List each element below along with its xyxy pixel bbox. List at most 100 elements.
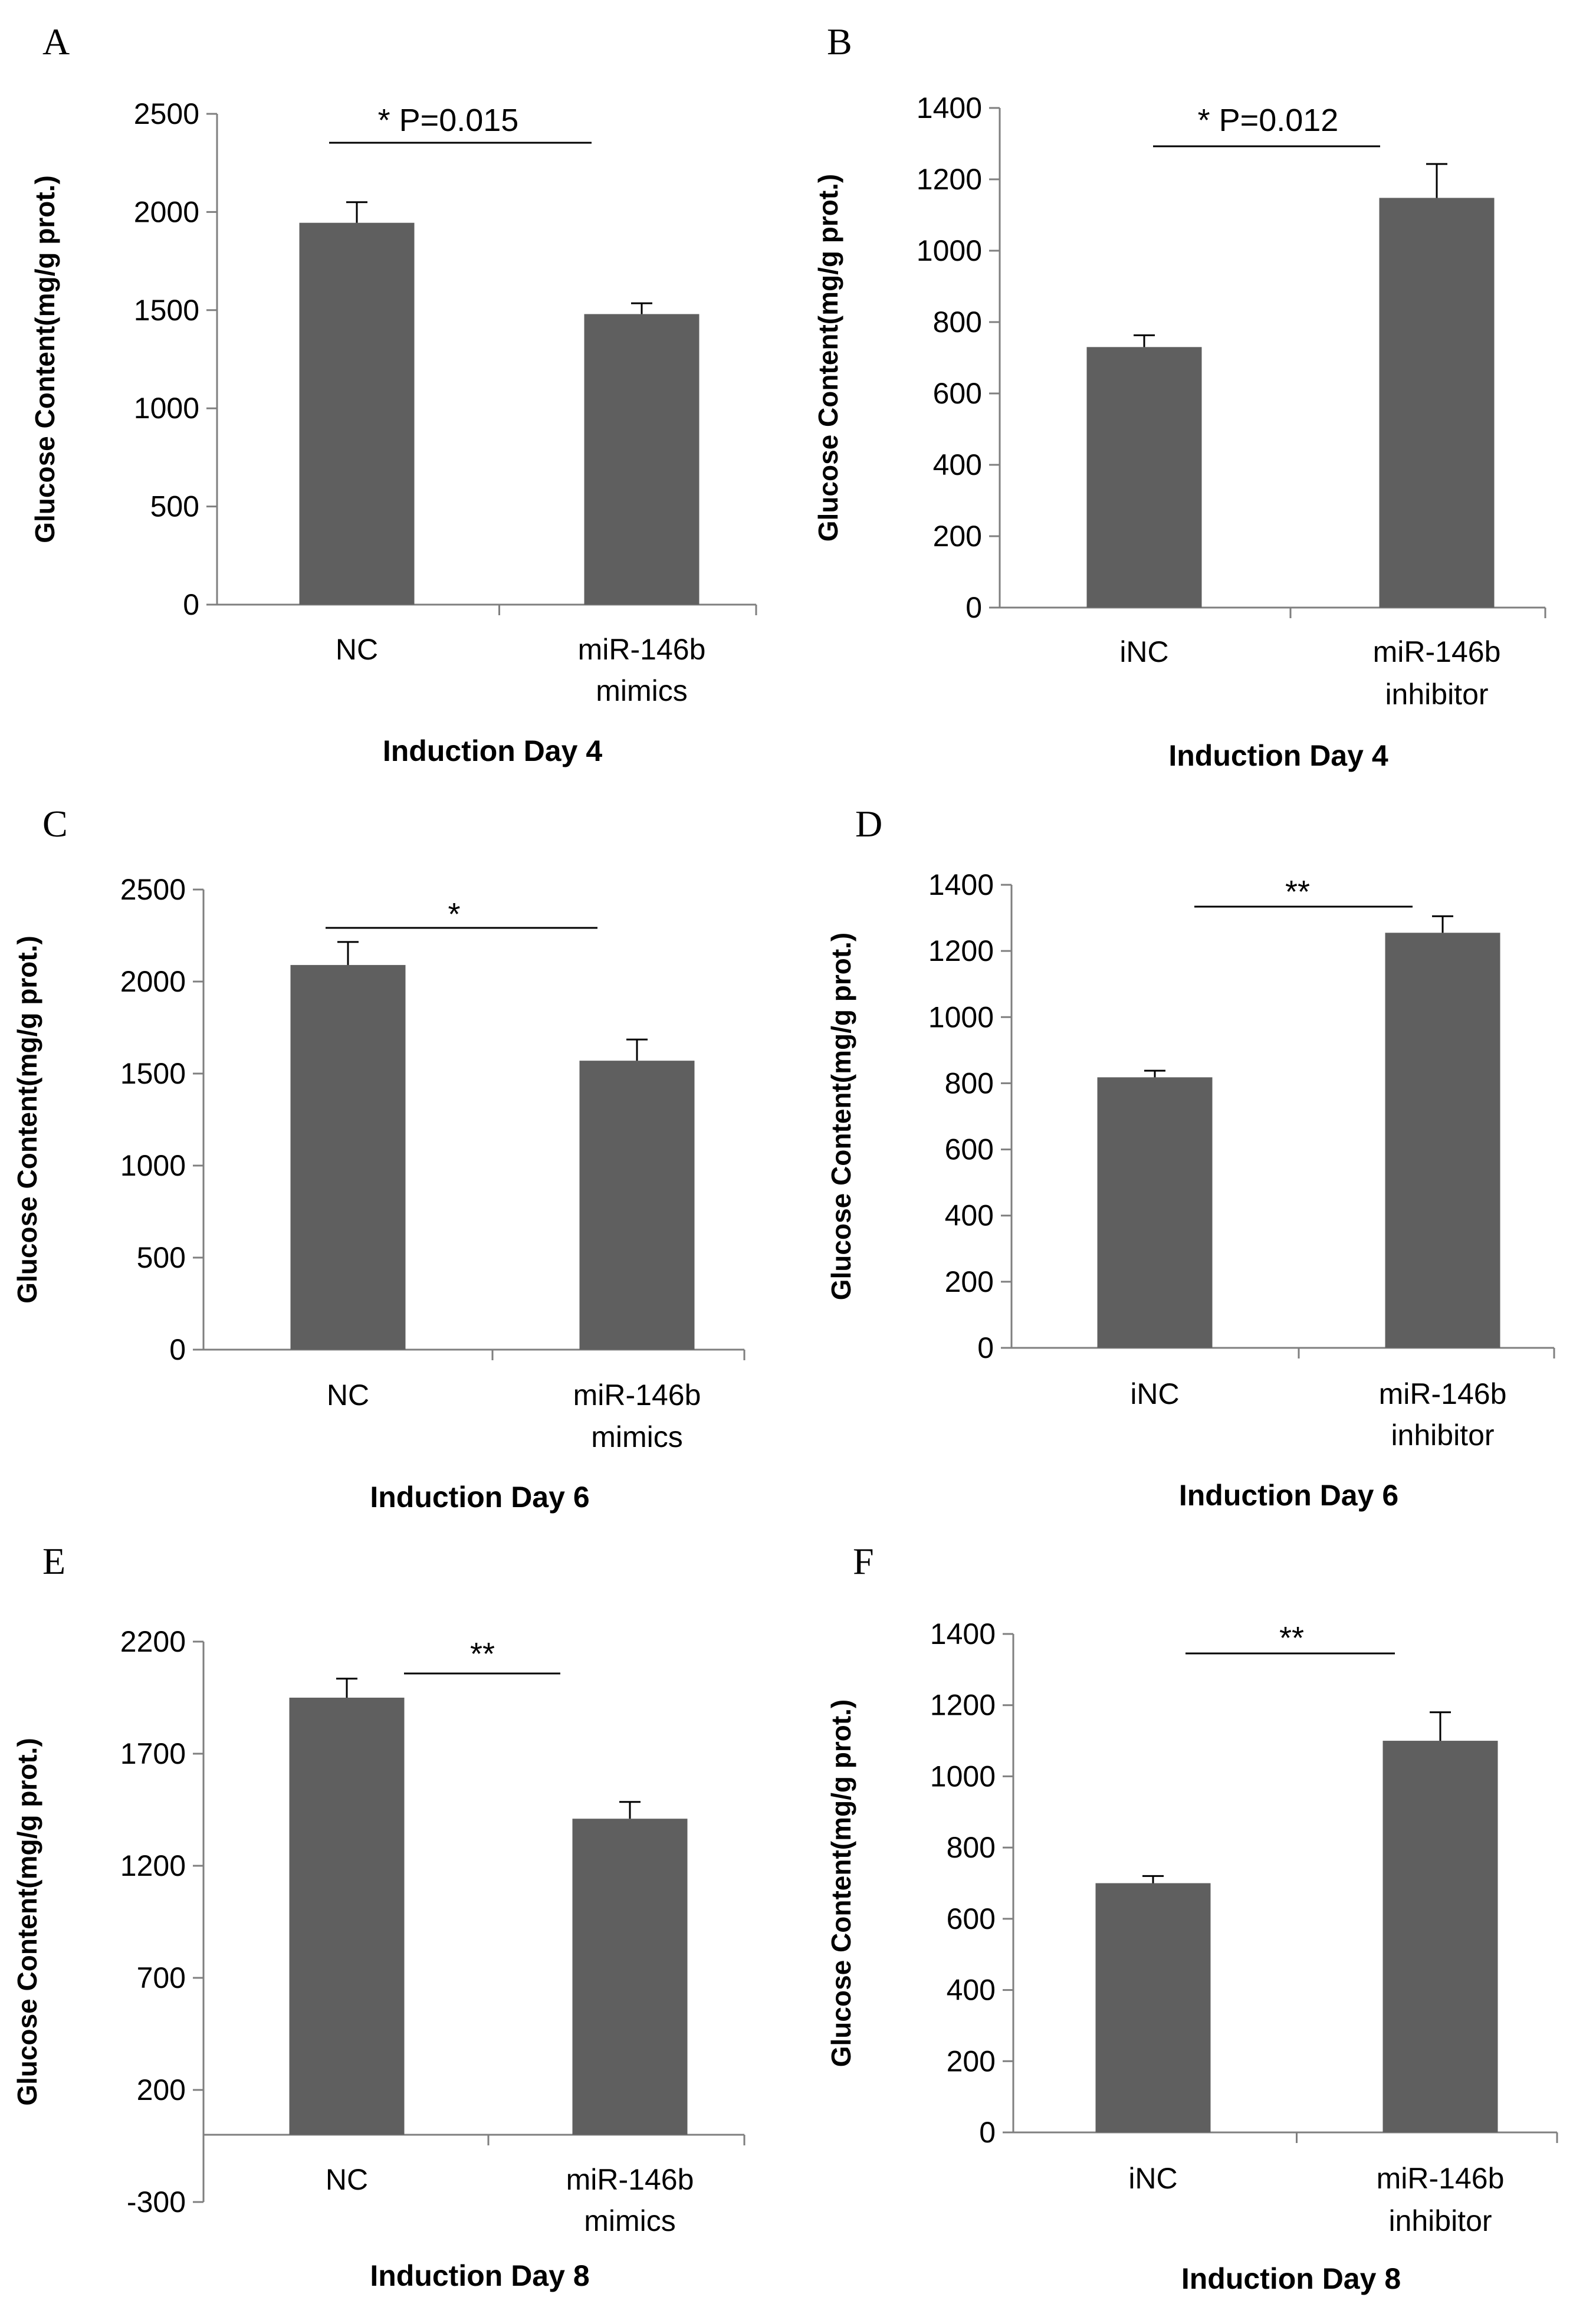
bar-1 — [1385, 933, 1500, 1348]
x-axis-title: Induction Day 8 — [1181, 2262, 1401, 2295]
significance-label: * P=0.012 — [1198, 103, 1339, 138]
y-tick-label: 1000 — [928, 1000, 994, 1033]
chart-panel-e: E -300 200 700 1200 1700 2200 NC miR-146b mimics I… — [12, 1540, 746, 2292]
y-tick-label: 1000 — [134, 392, 199, 425]
y-axis-title: Glucose Content(mg/g prot.) — [813, 174, 843, 542]
y-tick-label: 0 — [183, 588, 199, 621]
category-label: iNC — [1130, 1377, 1179, 1410]
y-tick-label: 600 — [947, 1902, 996, 1935]
x-axis-title: Induction Day 8 — [370, 2259, 589, 2292]
significance-label: ** — [1279, 1620, 1304, 1656]
y-tick-label: 400 — [947, 1974, 996, 2007]
panel-letter: B — [827, 21, 852, 63]
y-tick-label: 1000 — [930, 1760, 996, 1793]
chart-panel-f: F 0 200 400 600 800 1000 1200 1400 iNC miR-146b inh… — [826, 1540, 1558, 2295]
y-tick-label: 400 — [945, 1199, 994, 1232]
y-axis-title: Glucose Content(mg/g prot.) — [826, 1699, 856, 2068]
y-tick-label: 400 — [933, 448, 982, 481]
bar-0 — [290, 964, 406, 1350]
y-tick-label: 0 — [966, 591, 982, 624]
category-label: miR-146b — [566, 2163, 694, 2196]
x-axis-title: Induction Day 6 — [1179, 1479, 1398, 1512]
y-tick-label: 1200 — [120, 1849, 186, 1882]
y-tick-label: 700 — [137, 1961, 186, 1994]
y-tick-label: 200 — [137, 2073, 186, 2106]
y-tick-label: 200 — [933, 520, 982, 553]
y-tick-label: 1400 — [917, 91, 982, 124]
bar-1 — [584, 314, 700, 605]
significance-label: ** — [470, 1636, 495, 1672]
panel-letter: E — [42, 1540, 65, 1582]
y-axis-title: Glucose Content(mg/g prot.) — [12, 1738, 42, 2106]
category-label: inhibitor — [1391, 1419, 1494, 1452]
y-tick-label: 1700 — [120, 1737, 186, 1770]
category-label: NC — [326, 2163, 368, 2196]
category-label: mimics — [591, 1420, 683, 1453]
chart-panel-a: A 0 500 1000 1500 2000 2500 NC miR-146b mimics Ind… — [29, 21, 757, 767]
y-tick-label: 2500 — [134, 97, 199, 130]
panel-letter: C — [42, 803, 68, 845]
significance-label: * P=0.015 — [378, 103, 519, 138]
y-tick-label: 1000 — [917, 234, 982, 267]
y-tick-label: 0 — [977, 1331, 994, 1364]
chart-panel-b: B 0 200 400 600 800 1000 1200 1400 iNC miR-146b inh… — [813, 21, 1546, 772]
y-tick-label: 2000 — [120, 965, 186, 998]
y-tick-label: 1400 — [928, 868, 994, 901]
bar-1 — [579, 1061, 695, 1350]
y-tick-label: 800 — [947, 1831, 996, 1864]
y-axis-title: Glucose Content(mg/g prot.) — [826, 933, 856, 1301]
y-tick-label: 800 — [933, 306, 982, 339]
y-tick-label: 1000 — [120, 1149, 186, 1182]
panel-letter: F — [853, 1540, 874, 1582]
category-label: NC — [327, 1379, 369, 1412]
significance-label: * — [448, 897, 460, 932]
significance-label: ** — [1285, 874, 1310, 910]
y-tick-label: 1200 — [917, 163, 982, 196]
category-label: miR-146b — [1377, 2162, 1505, 2195]
y-tick-label: 2500 — [120, 873, 186, 906]
panel-letter: A — [42, 21, 70, 63]
category-label: miR-146b — [1379, 1377, 1507, 1410]
y-tick-label: 1200 — [928, 934, 994, 967]
y-tick-label: -300 — [127, 2185, 186, 2219]
x-axis-title: Induction Day 4 — [383, 734, 602, 767]
y-tick-label: 200 — [945, 1265, 994, 1298]
category-label: inhibitor — [1388, 2204, 1492, 2237]
y-tick-label: 800 — [945, 1066, 994, 1100]
chart-panel-d: D 0 200 400 600 800 1000 1200 1400 iNC miR-146b inh… — [826, 803, 1555, 1512]
y-tick-label: 1400 — [930, 1617, 996, 1650]
y-tick-label: 500 — [150, 490, 199, 523]
category-label: inhibitor — [1385, 678, 1488, 711]
category-label: miR-146b — [578, 633, 706, 666]
y-tick-label: 600 — [933, 377, 982, 410]
category-label: miR-146b — [573, 1379, 701, 1412]
category-label: miR-146b — [1373, 635, 1501, 668]
y-axis-title: Glucose Content(mg/g prot.) — [12, 936, 42, 1304]
category-label: mimics — [596, 674, 688, 707]
bar-0 — [1095, 1883, 1211, 2132]
category-label: iNC — [1119, 635, 1168, 668]
y-tick-label: 1500 — [134, 294, 199, 327]
y-tick-label: 200 — [947, 2045, 996, 2078]
bar-1 — [1382, 1741, 1498, 2132]
chart-panel-c: C 0 500 1000 1500 2000 2500 NC miR-146b mimicsInd… — [12, 803, 746, 1514]
y-tick-label: 2000 — [134, 195, 199, 228]
category-label: mimics — [584, 2204, 676, 2237]
bar-0 — [289, 1698, 405, 2135]
bar-1 — [572, 1819, 688, 2135]
y-axis-title: Glucose Content(mg/g prot.) — [29, 175, 60, 543]
x-axis-title: Induction Day 6 — [370, 1481, 589, 1514]
y-tick-label: 0 — [979, 2116, 996, 2149]
bar-0 — [1097, 1077, 1213, 1348]
y-tick-label: 600 — [945, 1133, 994, 1166]
y-tick-label: 2200 — [120, 1625, 186, 1658]
bar-1 — [1379, 198, 1495, 608]
bar-0 — [299, 222, 415, 605]
x-axis-title: Induction Day 4 — [1168, 739, 1388, 772]
y-tick-label: 500 — [137, 1241, 186, 1274]
y-tick-label: 1500 — [120, 1057, 186, 1090]
y-tick-label: 1200 — [930, 1689, 996, 1722]
panel-letter: D — [855, 803, 882, 845]
bar-0 — [1086, 347, 1202, 608]
